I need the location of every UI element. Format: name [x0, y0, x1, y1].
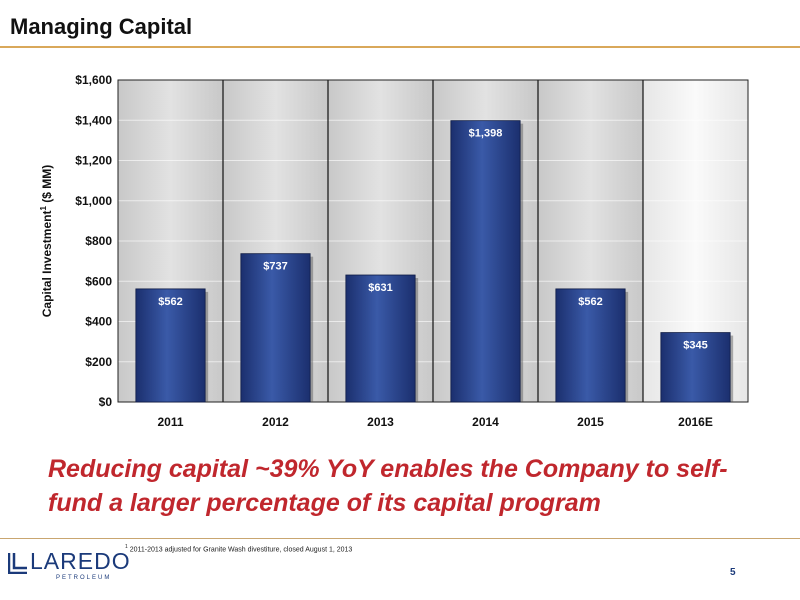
data-label: $345: [683, 340, 707, 352]
data-label: $1,398: [469, 128, 503, 140]
bar-2013: [345, 274, 416, 403]
x-tick-label: 2011: [157, 415, 183, 429]
headline-message: Reducing capital ~39% YoY enables the Co…: [48, 455, 728, 517]
footnote-text: 2011-2013 adjusted for Granite Wash dive…: [127, 546, 353, 554]
plot-frame: [117, 79, 749, 403]
data-label: $737: [263, 261, 287, 273]
x-tick-label: 2014: [472, 415, 499, 429]
y-tick-label: $400: [85, 315, 112, 329]
bar-2014: [450, 120, 521, 403]
x-tick-label: 2013: [367, 415, 394, 429]
y-tick-label: $800: [85, 234, 112, 248]
y-tick-label: $1,000: [75, 194, 112, 208]
logo-wordmark: LAREDO: [30, 548, 131, 574]
y-tick-label: $200: [85, 355, 112, 369]
title-divider: [0, 46, 800, 48]
y-tick-label: $1,400: [75, 113, 112, 127]
x-tick-label: 2016E: [678, 415, 713, 429]
bar-2012: [240, 253, 311, 403]
data-label: $562: [158, 296, 182, 308]
y-tick-label: $1,600: [75, 73, 112, 87]
x-tick-label: 2015: [577, 415, 604, 429]
company-logo: LAREDO PETROLEUM: [8, 548, 130, 588]
y-tick-label: $0: [99, 395, 113, 409]
footnote-divider: [0, 538, 800, 539]
y-tick-label: $600: [85, 274, 112, 288]
data-label: $631: [368, 282, 392, 294]
laredo-mark-icon: [8, 553, 27, 574]
data-label: $562: [578, 296, 602, 308]
logo-subtitle: PETROLEUM: [56, 575, 112, 581]
capital-investment-chart: $0 $200 $400 $600 $800 $1,000 $1,200 $1,400 $1,6…: [39, 73, 749, 429]
footnote-marker: 1: [125, 544, 128, 550]
x-tick-label: 2012: [262, 415, 289, 429]
footnote: 1 2011-2013 adjusted for Granite Wash di…: [125, 544, 352, 553]
bar-2011: [135, 288, 206, 403]
page-title: Managing Capital: [10, 14, 193, 39]
y-tick-label: $1,200: [75, 154, 112, 168]
y-axis-label: Capital Investment1 ($ MM): [39, 165, 54, 317]
bar-2015: [555, 288, 626, 403]
bar-2016E: [660, 332, 731, 403]
page-number: 5: [730, 567, 736, 578]
